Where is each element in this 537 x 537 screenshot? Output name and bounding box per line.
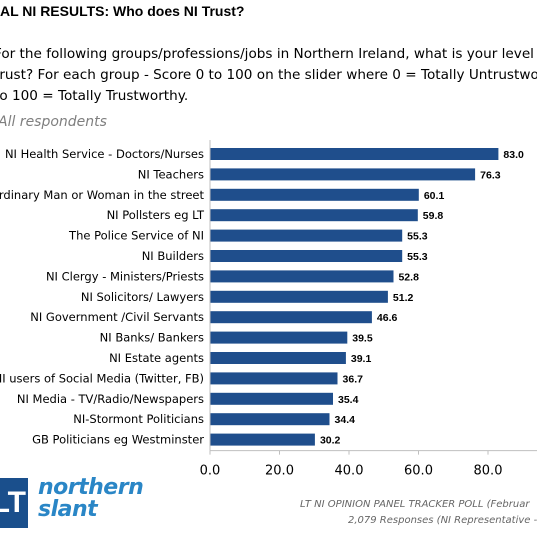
category-label: NI-Stormont Politicians: [73, 412, 204, 426]
x-tick-label: 60.0: [404, 464, 433, 479]
bar: [210, 209, 418, 222]
category-label: The Police Service of NI: [68, 229, 204, 243]
category-label: NI Banks/ Bankers: [100, 331, 204, 345]
bar: [210, 372, 338, 385]
bar: [210, 311, 372, 324]
data-label: 76.3: [480, 169, 501, 181]
category-label: NI Clergy - Ministers/Priests: [46, 269, 204, 283]
bar: [210, 413, 330, 426]
question-line: to 100 = Totally Trustworthy.: [0, 88, 189, 104]
data-label: 34.4: [335, 414, 356, 426]
northern-slant-logo: northern slant: [38, 475, 144, 522]
x-tick-label: 80.0: [474, 464, 503, 479]
category-label: NI Builders: [142, 249, 204, 263]
data-label: 59.8: [423, 210, 444, 222]
data-label: 39.5: [352, 333, 373, 345]
data-label: 55.3: [407, 251, 428, 263]
lt-logo: LT: [0, 478, 28, 528]
category-label: NI Health Service - Doctors/Nurses: [5, 147, 204, 161]
chart-subtitle: All respondents: [0, 114, 107, 130]
category-label: NI users of Social Media (Twitter, FB): [0, 371, 204, 385]
data-label: 52.8: [398, 271, 419, 283]
question-line: trust? For each group - Score 0 to 100 o…: [0, 67, 537, 83]
footer-line1: LT NI OPINION PANEL TRACKER POLL (Februa…: [300, 499, 530, 510]
category-label: GB Politicians eg Westminster: [32, 433, 204, 447]
bar: [210, 188, 419, 201]
data-label: 83.0: [503, 149, 524, 161]
bar: [210, 331, 348, 344]
bar: [210, 250, 403, 262]
x-tick-label: 20.0: [265, 464, 294, 479]
footer-line2: 2,079 Responses (NI Representative - W: [348, 515, 537, 526]
category-label: NI Media - TV/Radio/Newspapers: [17, 392, 204, 406]
data-label: 51.2: [393, 292, 414, 304]
northern-slant-line2: slant: [38, 497, 98, 522]
bar: [210, 392, 333, 405]
data-label: 30.2: [320, 435, 341, 447]
category-label: NI Government /Civil Servants: [30, 310, 204, 324]
data-label: 36.7: [343, 373, 364, 385]
poll-source-footer: LT NI OPINION PANEL TRACKER POLL (Februa…: [300, 497, 537, 529]
northern-slant-line1: northern: [38, 475, 144, 500]
x-tick-label: 0.0: [200, 464, 221, 479]
x-tick-label: 40.0: [335, 464, 364, 479]
bar: [210, 168, 476, 181]
data-label: 35.4: [338, 394, 359, 406]
data-label: 55.3: [407, 231, 428, 243]
category-label: NI Solicitors/ Lawyers: [81, 290, 204, 304]
category-label: NI Estate agents: [109, 351, 204, 365]
page-title: AL NI RESULTS: Who does NI Trust?: [0, 3, 245, 19]
data-label: 60.1: [424, 190, 445, 202]
bar: [210, 148, 499, 160]
question-line: For the following groups/professions/job…: [0, 46, 537, 62]
data-label: 39.1: [351, 353, 372, 365]
survey-question: For the following groups/professions/job…: [0, 44, 537, 107]
data-label: 46.6: [377, 312, 398, 324]
bar: [210, 270, 394, 283]
category-label: Ordinary Man or Woman in the street: [0, 188, 204, 202]
category-label: NI Teachers: [138, 167, 204, 181]
category-label: NI Pollsters eg LT: [107, 208, 205, 222]
trust-bar-chart: NI Health Service - Doctors/Nurses 83.0 NI…: [0, 140, 537, 479]
bar: [210, 229, 403, 242]
bar: [210, 290, 388, 303]
bar: [210, 352, 346, 364]
bar: [210, 433, 315, 446]
